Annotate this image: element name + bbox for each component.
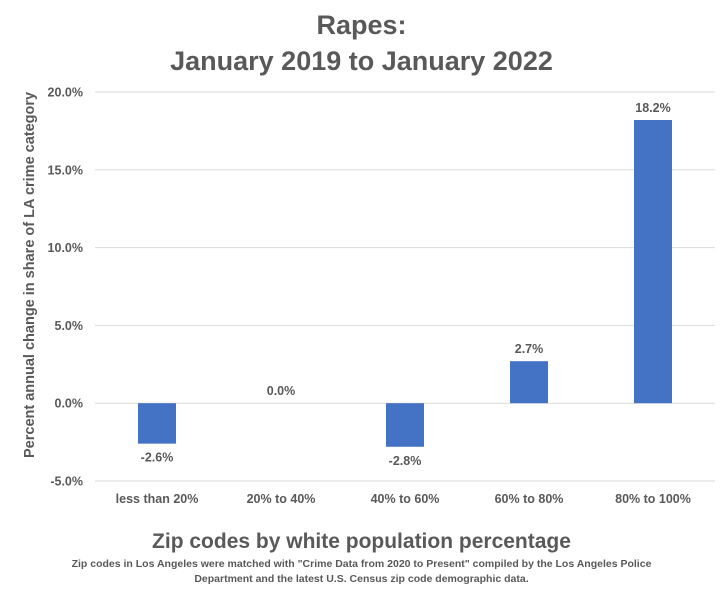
data-label: 18.2% [635,101,670,115]
bar [138,403,176,444]
x-tick-label: 40% to 60% [371,492,440,506]
bar [386,403,424,447]
data-label: -2.6% [141,451,174,465]
y-tick-label: -5.0% [50,475,83,489]
source-note-line-2: Department and the latest U.S. Census zi… [194,573,529,585]
y-tick-label: 0.0% [55,397,84,411]
chart-title-line-2: January 2019 to January 2022 [170,46,553,76]
x-axis-label: Zip codes by white population percentage [152,530,571,553]
y-tick-label: 5.0% [55,319,84,333]
x-tick-label: less than 20% [116,492,199,506]
y-tick-label: 10.0% [48,241,83,255]
data-label: -2.8% [389,454,422,468]
chart-title-line-1: Rapes: [316,10,407,40]
source-note-line-1: Zip codes in Los Angeles were matched wi… [71,558,652,570]
data-label: 2.7% [515,342,544,356]
x-tick-label: 60% to 80% [495,492,564,506]
bar [510,361,548,404]
y-tick-label: 20.0% [48,86,83,100]
x-tick-label: 20% to 40% [247,492,316,506]
y-tick-label: 15.0% [48,163,83,177]
data-label: 0.0% [267,384,296,398]
bar [634,120,672,404]
x-tick-label: 80% to 100% [615,492,691,506]
